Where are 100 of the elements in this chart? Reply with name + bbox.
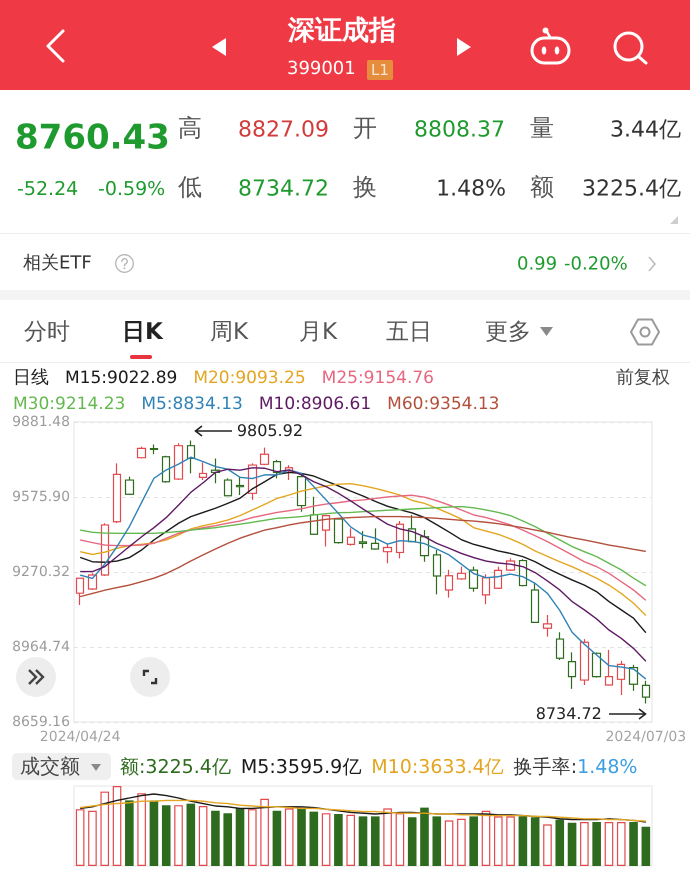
text: 周K — [210, 318, 248, 346]
bar — [198, 806, 208, 866]
candlestick — [444, 569, 454, 598]
text: 月K — [299, 318, 338, 346]
text: 8760.43 — [15, 117, 170, 158]
bar — [137, 793, 146, 866]
candlestick — [542, 614, 552, 638]
bar — [555, 820, 564, 866]
bar — [260, 798, 269, 866]
bar — [125, 800, 134, 866]
candlestick — [198, 462, 208, 481]
text: -52.24 — [17, 178, 78, 201]
text: 高 — [178, 114, 202, 143]
candlestick — [468, 566, 478, 592]
y-tick-label: 8659.16 — [12, 714, 70, 730]
candlestick — [260, 447, 270, 466]
candlestick — [456, 566, 466, 581]
text: 0.99 — [517, 254, 558, 276]
text: 分时 — [24, 318, 70, 346]
bar — [420, 808, 429, 866]
text: 五日 — [386, 318, 432, 346]
candlestick — [580, 638, 590, 686]
candlestick — [568, 652, 576, 690]
candlestick — [296, 474, 306, 512]
text: M10:8906.61 — [258, 394, 372, 414]
text: M20:9093.25 — [193, 368, 306, 388]
text: 更多 — [485, 318, 531, 346]
text: L1 — [367, 60, 393, 80]
series-label: M5:3595.9亿 — [240, 756, 362, 778]
bar — [223, 813, 232, 866]
candlestick — [346, 528, 356, 546]
bar — [297, 808, 306, 866]
candlestick — [382, 542, 392, 564]
text: 相关ETF — [23, 252, 92, 274]
bar — [568, 822, 576, 866]
bar — [506, 816, 515, 866]
bar — [88, 810, 97, 866]
candlestick — [432, 549, 442, 596]
bar — [76, 809, 84, 866]
bar — [100, 792, 110, 866]
bar — [482, 810, 490, 866]
bar — [592, 822, 601, 866]
candlestick — [556, 632, 564, 661]
text: 量 — [530, 114, 554, 143]
candlestick — [112, 462, 122, 524]
annotation: 8734.72 — [536, 704, 602, 724]
bar — [580, 822, 589, 866]
candlestick — [396, 520, 404, 559]
line-series — [79, 483, 647, 616]
chart-title: 成交额 — [20, 753, 80, 780]
text: -0.20% — [564, 254, 628, 276]
bar — [543, 824, 552, 866]
text: 3225.4亿 — [582, 176, 681, 202]
candlestick — [592, 652, 602, 678]
line-series — [79, 472, 647, 634]
text: 换 — [353, 173, 377, 202]
bar — [408, 817, 416, 866]
candlestick — [616, 660, 626, 696]
text: 8808.37 — [414, 117, 505, 143]
text: M15:9022.89 — [65, 368, 178, 388]
bar — [346, 814, 356, 866]
bar — [162, 805, 171, 866]
bar — [518, 816, 528, 866]
text: 3.44亿 — [610, 117, 681, 143]
series-label: M10:3633.4亿 — [371, 756, 504, 778]
text: -0.59% — [98, 178, 166, 201]
bar — [272, 810, 282, 866]
bar — [432, 816, 442, 866]
x-tick-label: 2024/04/24 — [40, 729, 121, 745]
bar — [444, 820, 454, 866]
text: 399001 — [287, 58, 356, 80]
text: 额 — [530, 173, 554, 202]
candlestick — [494, 566, 502, 590]
line-series — [79, 516, 647, 598]
series-label: 额:3225.4亿 — [120, 756, 231, 778]
line-series — [79, 506, 647, 586]
candlestick — [370, 528, 380, 550]
annotation: 9805.92 — [236, 420, 303, 440]
candlestick — [642, 680, 650, 704]
bar — [310, 812, 318, 866]
bar — [358, 816, 368, 866]
candlestick — [236, 476, 244, 496]
legend-title: 日线 — [13, 367, 49, 388]
bar — [150, 800, 158, 866]
candlestick — [482, 574, 490, 605]
candlestick — [136, 446, 146, 460]
bar — [494, 816, 503, 866]
text: 前复权 — [616, 367, 670, 388]
candlestick — [162, 455, 170, 484]
text: M60:9354.13 — [387, 394, 500, 414]
candlestick — [174, 442, 184, 481]
text: M25:9154.76 — [322, 368, 434, 388]
bar — [174, 805, 183, 866]
bar — [469, 816, 478, 866]
candlestick — [310, 496, 318, 536]
candlestick — [224, 478, 232, 497]
candlestick — [76, 577, 84, 606]
y-tick-label: 9881.48 — [12, 414, 70, 430]
bar — [457, 818, 466, 866]
candlestick — [628, 664, 638, 692]
